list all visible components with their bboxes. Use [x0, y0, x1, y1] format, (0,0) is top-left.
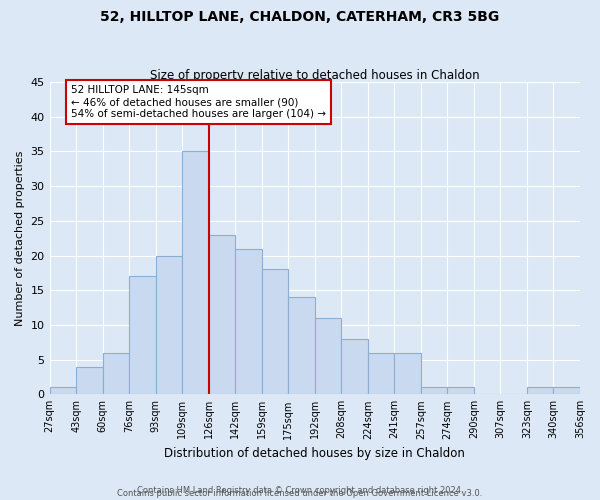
Y-axis label: Number of detached properties: Number of detached properties: [15, 150, 25, 326]
Bar: [262, 270, 288, 394]
Bar: [103, 352, 129, 395]
Bar: [394, 352, 421, 395]
Bar: [341, 339, 368, 394]
Bar: [368, 352, 394, 395]
Bar: [553, 388, 580, 394]
Text: 52 HILLTOP LANE: 145sqm
← 46% of detached houses are smaller (90)
54% of semi-de: 52 HILLTOP LANE: 145sqm ← 46% of detache…: [71, 86, 326, 118]
X-axis label: Distribution of detached houses by size in Chaldon: Distribution of detached houses by size …: [164, 447, 465, 460]
Title: Size of property relative to detached houses in Chaldon: Size of property relative to detached ho…: [150, 69, 479, 82]
Text: 52, HILLTOP LANE, CHALDON, CATERHAM, CR3 5BG: 52, HILLTOP LANE, CHALDON, CATERHAM, CR3…: [100, 10, 500, 24]
Bar: [155, 256, 182, 394]
Bar: [448, 388, 474, 394]
Text: Contains HM Land Registry data © Crown copyright and database right 2024.: Contains HM Land Registry data © Crown c…: [137, 486, 463, 495]
Bar: [76, 366, 103, 394]
Bar: [527, 388, 553, 394]
Bar: [50, 388, 76, 394]
Bar: [421, 388, 448, 394]
Bar: [235, 248, 262, 394]
Bar: [315, 318, 341, 394]
Bar: [129, 276, 155, 394]
Bar: [209, 234, 235, 394]
Text: Contains public sector information licensed under the Open Government Licence v3: Contains public sector information licen…: [118, 488, 482, 498]
Bar: [288, 297, 315, 394]
Bar: [182, 152, 209, 394]
